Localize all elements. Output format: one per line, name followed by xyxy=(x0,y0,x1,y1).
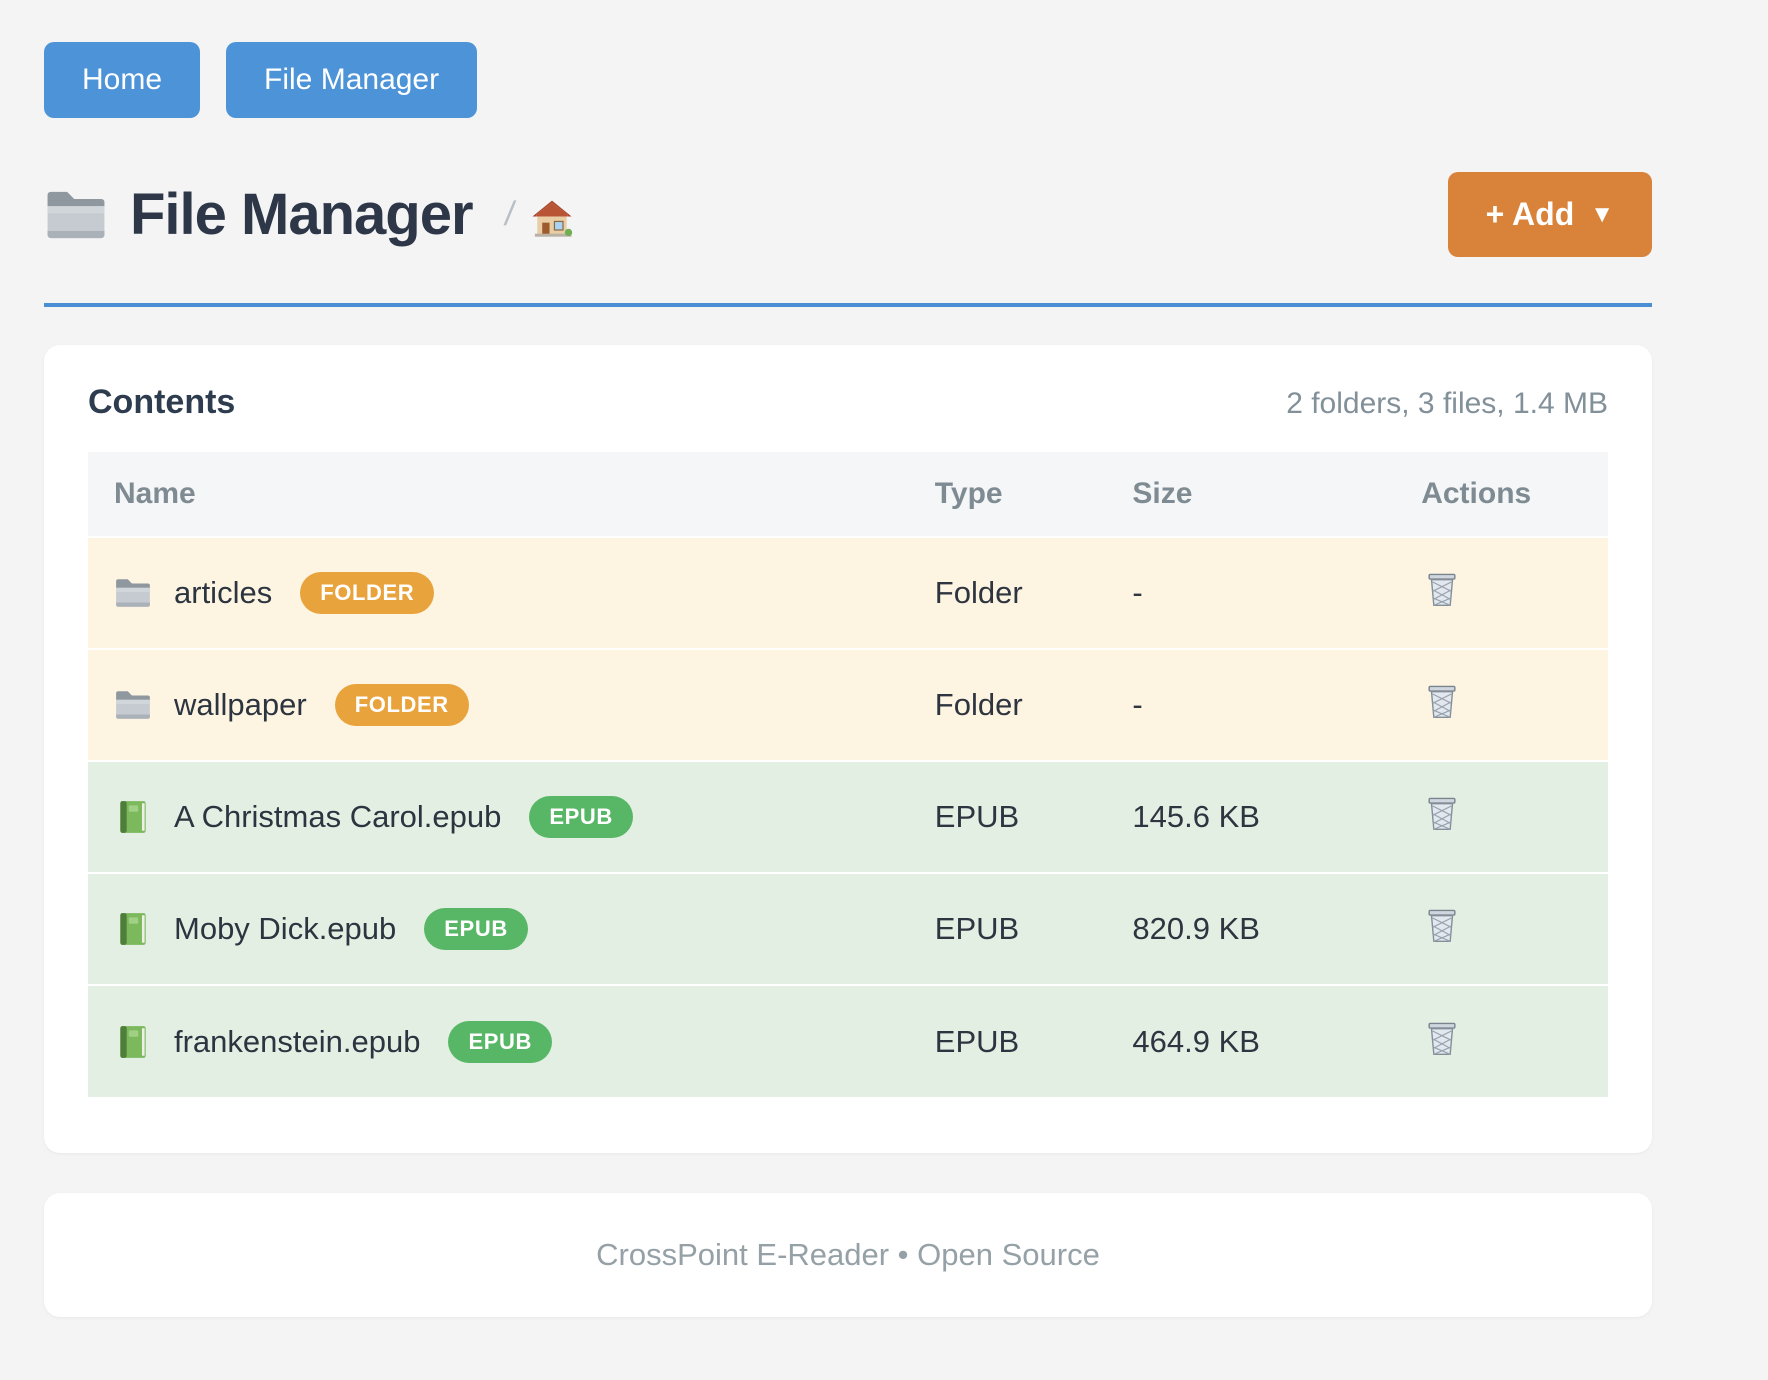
top-nav: Home File Manager xyxy=(44,42,1652,118)
delete-button[interactable] xyxy=(1421,568,1463,610)
trash-icon xyxy=(1421,904,1463,946)
file-size-cell: 464.9 KB xyxy=(1132,1023,1260,1059)
footer-text: CrossPoint E-Reader • Open Source xyxy=(596,1237,1100,1272)
table-header-row: Name Type Size Actions xyxy=(88,452,1608,537)
table-row[interactable]: frankenstein.epub EPUB EPUB 464.9 KB xyxy=(88,985,1608,1097)
file-size-cell: - xyxy=(1132,687,1143,722)
col-header-type: Type xyxy=(908,452,1107,537)
add-button-label: + Add xyxy=(1485,196,1575,232)
col-header-size: Size xyxy=(1106,452,1396,537)
file-name-link[interactable]: wallpaper xyxy=(174,687,307,722)
file-name-link[interactable]: A Christmas Carol.epub xyxy=(174,799,502,834)
file-type-cell: Folder xyxy=(934,687,1023,722)
delete-button[interactable] xyxy=(1421,680,1463,722)
contents-summary: 2 folders, 3 files, 1.4 MB xyxy=(1286,387,1608,420)
trash-icon xyxy=(1421,1017,1463,1059)
file-type-cell: EPUB xyxy=(934,911,1020,946)
nav-file-manager-button[interactable]: File Manager xyxy=(226,42,478,118)
file-name-link[interactable]: frankenstein.epub xyxy=(174,1023,421,1059)
file-size-cell: - xyxy=(1132,575,1143,610)
page-container: Home File Manager File Manager / + Add ▼… xyxy=(44,0,1652,1317)
file-type-cell: EPUB xyxy=(934,1023,1020,1059)
file-size-cell: 145.6 KB xyxy=(1132,799,1260,834)
chevron-down-icon: ▼ xyxy=(1590,200,1614,228)
col-header-actions: Actions xyxy=(1395,452,1608,537)
trash-icon xyxy=(1421,792,1463,834)
file-type-badge: FOLDER xyxy=(300,572,435,614)
file-type-cell: EPUB xyxy=(934,799,1020,834)
folder-icon xyxy=(114,686,152,724)
breadcrumb-separator: / xyxy=(501,195,517,233)
delete-button[interactable] xyxy=(1421,904,1463,946)
contents-table-body: articles FOLDER Folder - wallpaper FOLDE… xyxy=(88,537,1608,1097)
contents-table: Name Type Size Actions articles FOLDER F… xyxy=(88,452,1608,1097)
book-icon xyxy=(114,798,152,836)
contents-card: Contents 2 folders, 3 files, 1.4 MB Name… xyxy=(44,345,1652,1153)
table-row[interactable]: articles FOLDER Folder - xyxy=(88,537,1608,649)
table-row[interactable]: A Christmas Carol.epub EPUB EPUB 145.6 K… xyxy=(88,761,1608,873)
table-row[interactable]: Moby Dick.epub EPUB EPUB 820.9 KB xyxy=(88,873,1608,985)
house-icon[interactable] xyxy=(530,197,574,241)
col-header-name: Name xyxy=(88,452,909,537)
delete-button[interactable] xyxy=(1421,1017,1463,1059)
file-name-link[interactable]: Moby Dick.epub xyxy=(174,911,397,946)
file-type-badge: EPUB xyxy=(448,1020,552,1063)
footer: CrossPoint E-Reader • Open Source xyxy=(44,1193,1652,1317)
book-icon xyxy=(114,910,152,948)
file-type-badge: EPUB xyxy=(424,908,528,950)
delete-button[interactable] xyxy=(1421,792,1463,834)
add-button[interactable]: + Add ▼ xyxy=(1447,172,1652,257)
table-row[interactable]: wallpaper FOLDER Folder - xyxy=(88,649,1608,761)
header-divider xyxy=(44,303,1652,307)
file-name-link[interactable]: articles xyxy=(174,575,273,610)
file-size-cell: 820.9 KB xyxy=(1132,911,1260,946)
folder-icon xyxy=(44,183,108,247)
nav-home-button[interactable]: Home xyxy=(44,42,201,118)
page-title: File Manager xyxy=(130,182,474,247)
trash-icon xyxy=(1421,680,1463,722)
trash-icon xyxy=(1421,568,1463,610)
book-icon xyxy=(114,1023,152,1061)
page-header: File Manager / + Add ▼ xyxy=(44,172,1652,257)
file-type-cell: Folder xyxy=(934,575,1023,610)
contents-heading: Contents xyxy=(88,383,236,421)
folder-icon xyxy=(114,574,152,612)
file-type-badge: FOLDER xyxy=(334,684,469,726)
file-type-badge: EPUB xyxy=(529,796,633,838)
contents-card-header: Contents 2 folders, 3 files, 1.4 MB xyxy=(88,383,1608,422)
